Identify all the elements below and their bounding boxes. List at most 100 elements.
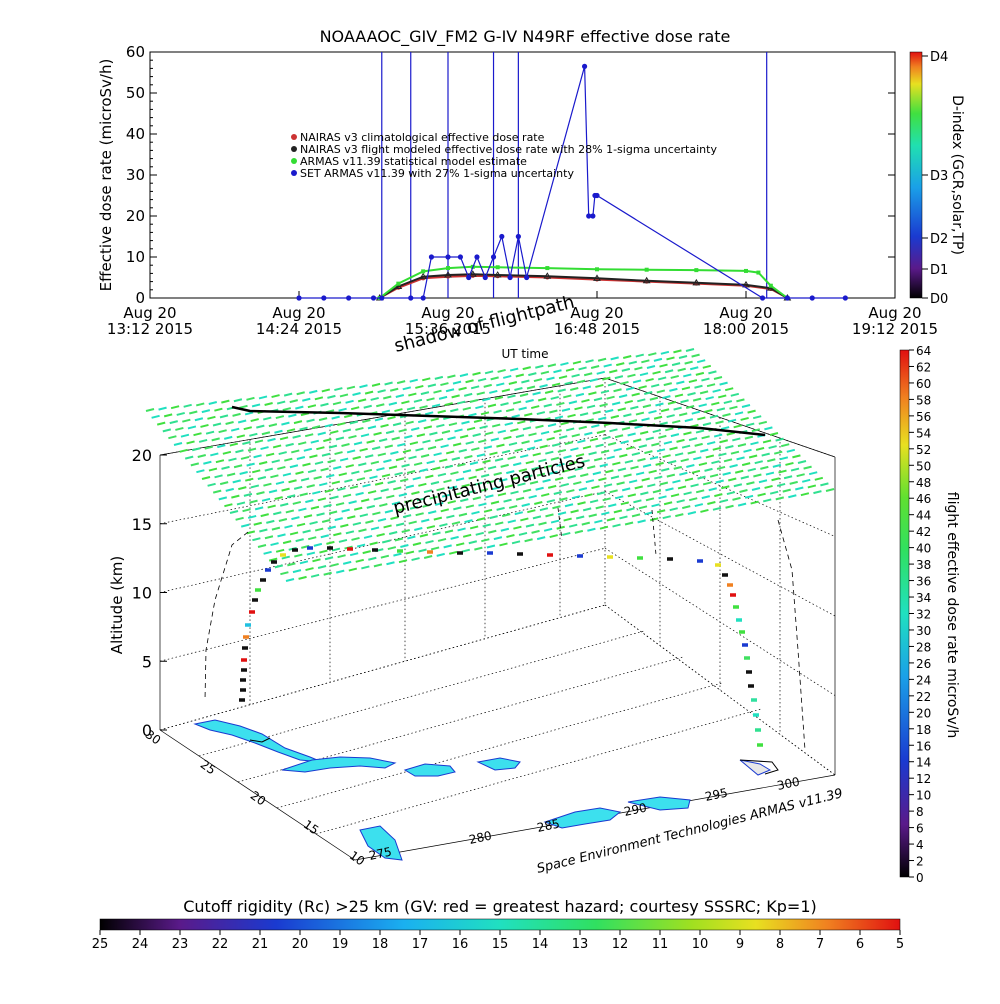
particle-dash <box>663 382 673 387</box>
particle-dash <box>376 532 385 537</box>
particle-dash <box>673 465 683 470</box>
particle-dash <box>620 501 630 506</box>
series-point-nairas-flight <box>468 270 477 277</box>
particle-dash <box>271 394 280 399</box>
series-point-set-armas <box>842 295 848 301</box>
particle-dash <box>411 557 420 562</box>
particle-dash <box>701 495 711 500</box>
particle-dash <box>670 374 679 379</box>
series-point-set-armas <box>581 63 588 69</box>
particle-dash <box>462 406 472 411</box>
particle-dash <box>356 477 366 482</box>
particle-dash <box>796 473 805 478</box>
particle-dash <box>245 477 254 482</box>
particle-dash <box>596 370 605 375</box>
particle-dash <box>450 471 459 476</box>
particle-dash <box>281 487 290 492</box>
particle-dash <box>247 447 257 452</box>
particle-dash <box>500 527 510 532</box>
particle-dash <box>642 404 652 409</box>
particle-dash <box>367 490 377 495</box>
particle-dash <box>693 456 702 461</box>
particle-dash <box>395 457 405 462</box>
particle-dash <box>246 530 256 535</box>
particle-dash <box>156 421 166 426</box>
particle-dash <box>549 470 558 475</box>
grid-line <box>159 377 606 456</box>
particle-dash <box>426 460 435 465</box>
particle-dash <box>515 496 525 501</box>
particle-dash <box>260 513 269 518</box>
particle-dash <box>334 451 343 456</box>
particle-dash <box>620 440 629 445</box>
particle-dash <box>311 425 321 430</box>
particle-dash <box>306 551 316 556</box>
particle-dash <box>719 381 728 386</box>
particle-dash <box>447 436 456 441</box>
particle-dash <box>151 414 160 419</box>
particle-dash <box>547 484 557 489</box>
d-index-colorbar <box>909 51 923 299</box>
particle-dash <box>409 378 418 383</box>
particle-dash <box>261 431 271 436</box>
particle-dash <box>282 472 292 477</box>
particle-dash <box>677 485 687 490</box>
particle-dash <box>264 467 274 472</box>
particle-dash <box>284 524 293 529</box>
particle-dash <box>611 401 621 406</box>
particle-dash <box>331 415 340 420</box>
particle-dash <box>313 542 323 547</box>
particle-dash <box>701 377 710 382</box>
particle-dash <box>397 442 406 447</box>
particle-dash <box>365 454 374 459</box>
particle-dash <box>522 366 531 371</box>
particle-dash <box>430 546 440 551</box>
particle-dash <box>212 489 222 494</box>
particle-dash <box>204 445 213 450</box>
caribbean-map <box>193 719 779 861</box>
series-point-set-armas <box>586 213 592 219</box>
particle-dash <box>251 403 261 408</box>
particle-dash <box>415 447 424 452</box>
particle-dash <box>715 479 724 484</box>
particle-dash <box>529 480 539 485</box>
particle-dash <box>257 544 267 548</box>
particle-dash <box>674 393 684 398</box>
particle-dash <box>432 531 441 536</box>
dose-tick-label: 50 <box>916 459 931 473</box>
particle-dash <box>201 409 211 414</box>
particle-dash <box>419 405 428 410</box>
particle-dash <box>685 348 695 352</box>
particle-dash <box>445 388 455 393</box>
particle-dash <box>493 536 503 541</box>
particle-dash <box>383 458 392 463</box>
series-point-set-armas <box>428 254 435 260</box>
particle-dash <box>459 434 469 439</box>
particle-dash <box>644 391 653 395</box>
particle-dash <box>546 376 555 381</box>
particle-dash <box>584 431 593 436</box>
particle-dash <box>610 414 620 419</box>
particle-dash <box>800 492 810 497</box>
particle-dash <box>515 373 525 378</box>
particle-dash <box>695 429 705 434</box>
d-index-tick-label: D1 <box>930 263 948 278</box>
particle-dash <box>296 391 305 396</box>
particle-dash <box>637 519 646 524</box>
altitude-tick-label: 20 <box>132 446 152 465</box>
particle-dash <box>450 408 459 413</box>
particle-dash <box>638 385 647 390</box>
particle-dash <box>570 447 579 452</box>
particle-dash <box>351 470 360 475</box>
particle-dash <box>250 418 259 423</box>
particle-dash <box>607 441 617 446</box>
particle-dash <box>729 405 738 410</box>
particle-dash <box>508 504 518 509</box>
dose-tick-label: 0 <box>916 871 924 885</box>
particle-dash <box>598 477 607 482</box>
particle-dash <box>453 506 462 511</box>
particle-dash <box>408 520 417 525</box>
dose-tick-label: 28 <box>916 640 931 654</box>
